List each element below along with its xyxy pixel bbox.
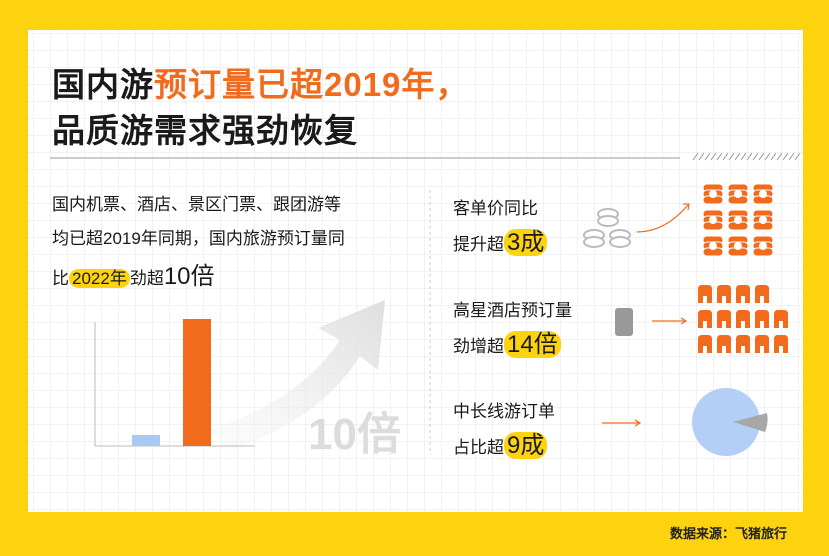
stat-value: 劲增超 14倍 (453, 324, 561, 359)
intro-line-3: 比 2022年 劲超10倍 (52, 256, 215, 291)
hotel (755, 285, 769, 303)
pie-slice (733, 413, 768, 432)
hotel-door (779, 346, 783, 353)
stat-value: 提升超 3成 (453, 222, 548, 257)
arrow-3-head (634, 419, 642, 427)
hotel (774, 335, 788, 353)
stat-value: 占比超 9成 (453, 425, 548, 460)
arrow-1-head (683, 203, 690, 211)
hotel-door (703, 296, 707, 303)
hotel-door (760, 321, 764, 328)
coin-icon (583, 208, 631, 248)
stat-highlight: 9成 (504, 432, 548, 459)
hotel (736, 310, 750, 328)
hotel-door (722, 321, 726, 328)
bar-2023 (183, 319, 211, 446)
intro-line-1: 国内机票、酒店、景区门票、跟团游等 (52, 195, 341, 214)
hotel (698, 335, 712, 353)
source: 数据来源：飞猪旅行 (670, 526, 788, 541)
coin-face (734, 216, 742, 224)
grid-background (28, 30, 803, 512)
hotel (698, 310, 712, 328)
stat-highlight: 3成 (504, 229, 548, 256)
hotel (755, 310, 769, 328)
hotel (717, 310, 731, 328)
coin-face (709, 190, 717, 198)
coin-face (734, 190, 742, 198)
hotel (717, 335, 731, 353)
hotel-door (741, 346, 745, 353)
hotel (736, 285, 750, 303)
hatch (692, 152, 801, 161)
hotel (755, 335, 769, 353)
hotel-door (741, 321, 745, 328)
coin-face (759, 216, 767, 224)
title-line-1: 国内游预订量已超2019年， (52, 58, 469, 106)
pie-main (692, 388, 760, 456)
coin-grid (702, 183, 774, 257)
hotel-door (760, 346, 764, 353)
intro-emphasis: 10倍 (163, 263, 215, 290)
hotel-door (760, 296, 764, 303)
hotel-door (722, 346, 726, 353)
hotel-door (741, 296, 745, 303)
title-black: 国内游 (52, 66, 154, 103)
intro-line-2: 均已超2019年同期，国内旅游预订量同 (52, 229, 345, 248)
hotel-door (703, 346, 707, 353)
hotel-door (703, 321, 707, 328)
chart-label: 10倍 (308, 410, 401, 459)
hotel-door (722, 296, 726, 303)
building-icon (615, 308, 633, 336)
coin-face (759, 190, 767, 198)
building-grid (698, 285, 788, 353)
intro-middle: 劲超 (129, 269, 164, 288)
intro-highlight: 2022年 (69, 269, 130, 288)
stat-prefix: 劲增超 (453, 337, 504, 356)
stat-label: 客单价同比 (453, 199, 538, 218)
stat-prefix: 提升超 (453, 235, 504, 254)
arrow-2-head (680, 317, 688, 325)
title-line-2: 品质游需求强劲恢复 (52, 112, 358, 149)
coin-face (734, 242, 742, 250)
hotel-door (779, 321, 783, 328)
title-orange: 预订量已超2019年， (154, 66, 470, 103)
coin-face (709, 216, 717, 224)
hotel (698, 285, 712, 303)
hotel (717, 285, 731, 303)
stat-label: 高星酒店预订量 (453, 301, 572, 320)
growth-arrow (210, 300, 385, 450)
stat-prefix: 占比超 (453, 438, 504, 457)
stat-highlight: 14倍 (504, 331, 561, 358)
hotel (774, 310, 788, 328)
hotel (736, 335, 750, 353)
stat-label: 中长线游订单 (453, 402, 555, 421)
coin-face (709, 242, 717, 250)
bar-2022 (132, 435, 160, 446)
arrow-1 (636, 204, 689, 233)
intro-prefix: 比 (52, 269, 69, 288)
coin-face (759, 242, 767, 250)
